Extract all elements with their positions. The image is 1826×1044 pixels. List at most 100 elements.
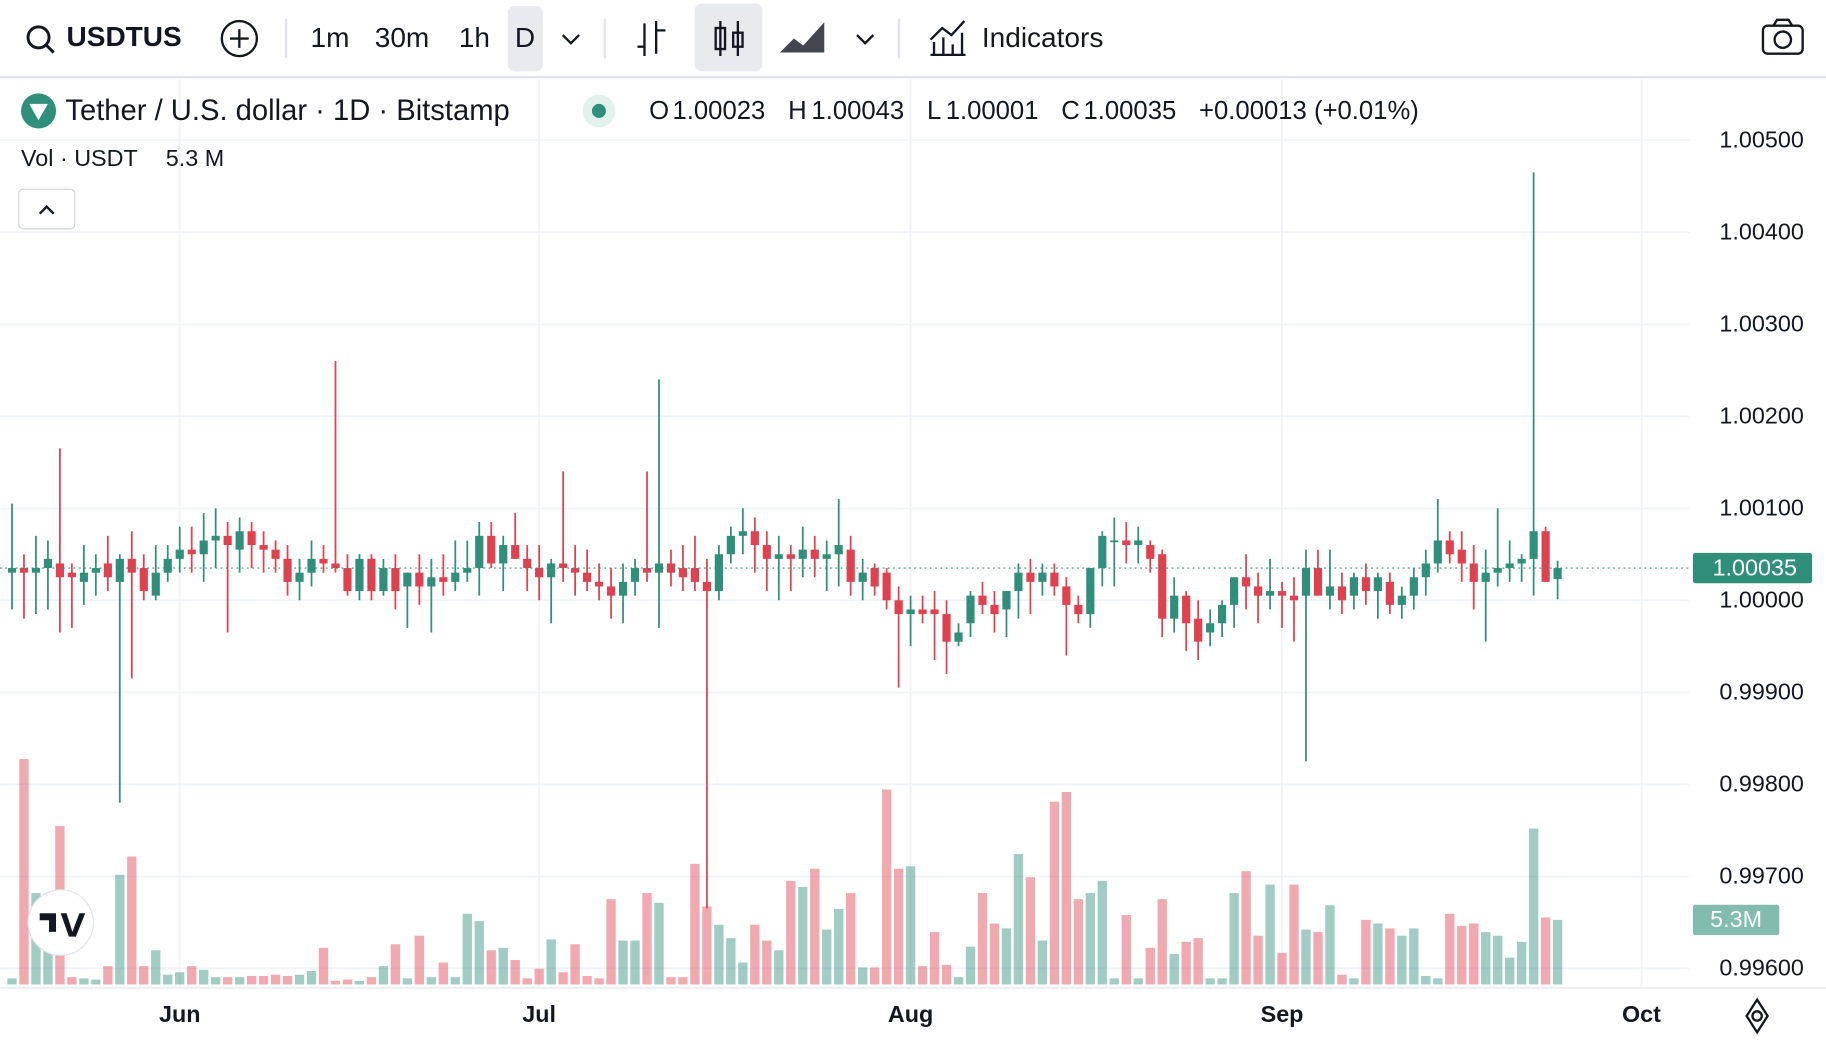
volume-bar	[1169, 953, 1179, 985]
candle-body	[235, 531, 244, 550]
volume-bar	[19, 759, 29, 985]
candle-body	[583, 572, 592, 582]
candle-body	[966, 595, 975, 624]
volume-bar	[498, 947, 508, 985]
volume-bar	[917, 966, 928, 985]
volume-bar	[522, 978, 532, 985]
volume-bar	[786, 880, 796, 985]
candle-body	[571, 568, 580, 573]
interval-dropdown[interactable]	[561, 34, 580, 45]
volume-bar	[1457, 925, 1467, 985]
candle-body	[187, 549, 196, 555]
settings-icon[interactable]	[1745, 997, 1770, 1035]
volume-bar	[1085, 893, 1095, 985]
volume-bar	[905, 866, 916, 985]
volume-bar	[1528, 828, 1539, 985]
volume-bar	[1181, 941, 1191, 985]
candle-body	[870, 568, 879, 587]
candle-body	[523, 558, 532, 569]
candle-body	[1098, 535, 1107, 569]
candle-body	[654, 563, 664, 573]
search-icon[interactable]	[26, 25, 55, 54]
volume-bar	[294, 974, 305, 985]
candle-body	[1541, 531, 1550, 582]
volume-bar	[139, 966, 149, 985]
tv-logo-bg[interactable]	[27, 889, 94, 956]
volume-bar	[187, 966, 197, 985]
candle-body	[163, 558, 172, 573]
volume-bar	[1253, 935, 1263, 985]
interval[interactable]: 1h	[459, 22, 490, 53]
indicators-icon[interactable]	[929, 20, 966, 57]
style-dropdown[interactable]	[856, 34, 875, 45]
candle-body	[367, 558, 376, 592]
candle-body	[978, 595, 987, 605]
candle-body	[750, 531, 759, 546]
candle-body	[91, 568, 100, 573]
volume-bar	[666, 977, 676, 985]
volume-bar	[474, 921, 484, 985]
volume-bar	[354, 980, 365, 985]
volume-bar	[594, 978, 604, 985]
volume-bar	[1061, 791, 1072, 985]
volume-bar	[1013, 854, 1024, 985]
x-tick-label: Oct	[1622, 1001, 1661, 1027]
bar-style-icon[interactable]	[637, 21, 666, 57]
candle-body	[1146, 545, 1155, 559]
interval[interactable]: 30m	[375, 22, 429, 53]
volume-bar	[1001, 928, 1012, 985]
volume-bar	[630, 940, 640, 985]
volume-bar	[846, 893, 856, 985]
candle-body	[630, 568, 640, 582]
volume-bar	[7, 978, 17, 985]
ohlc-value: 1.00001	[946, 97, 1039, 125]
candle-body	[1230, 577, 1239, 605]
candle-body	[1481, 572, 1490, 582]
volume-bar	[175, 972, 185, 985]
volume-bar	[1217, 978, 1227, 985]
candle-body	[1529, 531, 1538, 559]
candle-body	[439, 577, 448, 582]
volume-bar	[1025, 877, 1036, 985]
candle-body	[295, 572, 304, 582]
candle-body	[415, 572, 424, 587]
volume-bar	[1145, 947, 1155, 985]
symbol-title: Tether / U.S. dollar · 1D · Bitstamp	[65, 95, 509, 127]
tv-logo	[39, 913, 86, 937]
volume-bar	[67, 977, 77, 985]
indicators[interactable]: Indicators	[982, 22, 1103, 53]
candle-body	[786, 554, 795, 559]
change: +0.00013 (+0.01%)	[1199, 97, 1419, 125]
add-symbol[interactable]	[220, 19, 259, 58]
volume-bar	[1073, 899, 1084, 985]
volume-bar	[1469, 923, 1479, 985]
collapse-button[interactable]	[18, 188, 76, 230]
volume-bar	[450, 977, 460, 985]
candle-style-active[interactable]	[694, 3, 763, 72]
volume-bar	[750, 924, 760, 985]
interval[interactable]: 1m	[311, 22, 350, 53]
area-style-icon[interactable]	[779, 22, 825, 53]
volume-bar	[738, 962, 748, 985]
candle-body	[906, 609, 915, 615]
volume-bar	[115, 874, 125, 985]
volume-bar	[222, 977, 233, 985]
symbol[interactable]: USDTUS	[67, 21, 182, 52]
volume-bar	[1037, 940, 1048, 985]
volume-bar	[702, 906, 712, 985]
y-tick-label: 1.00000	[1719, 587, 1803, 613]
candle-body	[283, 558, 292, 582]
volume-bar	[1433, 978, 1443, 985]
candle-body	[618, 581, 628, 596]
ohlc-label: C	[1061, 97, 1080, 125]
interval[interactable]: D	[515, 22, 535, 53]
volume-bar	[258, 975, 269, 985]
volume-bar	[726, 938, 736, 985]
camera-icon[interactable]	[1761, 18, 1804, 55]
volume-bar	[570, 944, 580, 985]
y-tick-label: 0.99800	[1719, 771, 1803, 797]
candle-body	[7, 568, 17, 573]
volume-bar	[881, 789, 892, 985]
candle-body	[1289, 595, 1299, 601]
volume-bar	[714, 924, 724, 985]
